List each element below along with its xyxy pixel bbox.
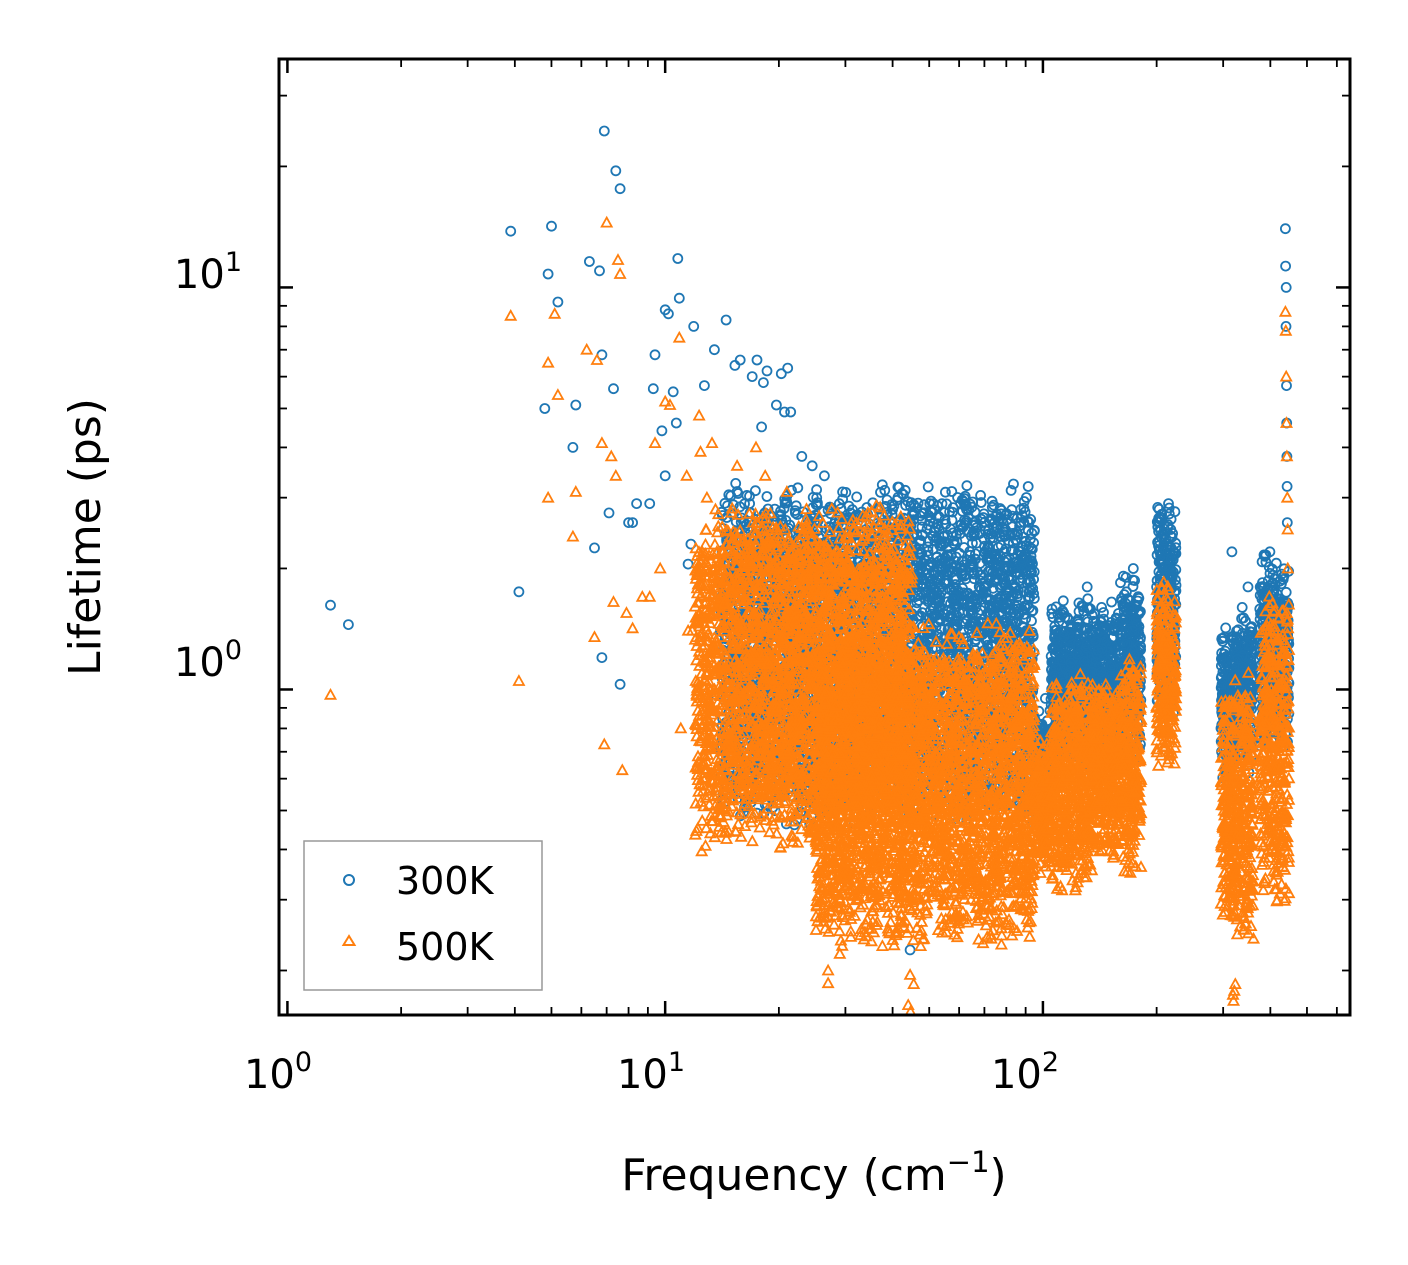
data-point — [978, 508, 990, 520]
data-point — [961, 480, 973, 492]
data-point — [761, 491, 773, 502]
data-point — [1026, 615, 1037, 627]
data-point — [962, 511, 974, 523]
data-point — [940, 486, 951, 498]
data-point — [744, 490, 755, 502]
data-point — [916, 607, 928, 619]
data-point — [851, 491, 863, 503]
data-point — [951, 536, 963, 548]
data-point — [922, 481, 934, 493]
data-point — [1022, 481, 1034, 492]
data-point — [876, 479, 888, 491]
scatter-series-layer — [323, 125, 1296, 1015]
data-point — [986, 501, 998, 513]
data-point — [928, 518, 939, 529]
data-point — [892, 481, 904, 493]
data-point — [975, 489, 986, 501]
data-point — [946, 486, 958, 497]
data-point — [939, 507, 950, 518]
data-point — [790, 500, 802, 512]
data-point — [719, 497, 731, 509]
data-point — [792, 482, 804, 494]
data-point — [750, 485, 761, 497]
data-point — [892, 491, 904, 503]
